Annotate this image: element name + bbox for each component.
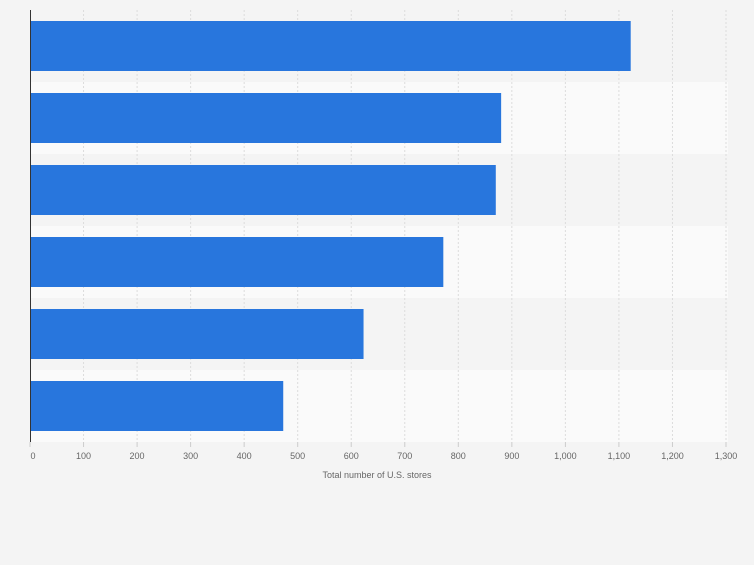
x-tick-label: 500 — [290, 451, 305, 461]
x-tick-label: 1,100 — [608, 451, 631, 461]
x-tick-label: 1,300 — [715, 451, 738, 461]
grid-lines — [83, 10, 727, 442]
x-tick-label: 600 — [344, 451, 359, 461]
x-tick-label: 100 — [76, 451, 91, 461]
x-tick-label: 400 — [237, 451, 252, 461]
x-tick-label: 300 — [183, 451, 198, 461]
bar[interactable] — [30, 381, 284, 431]
x-tick-label: 900 — [504, 451, 519, 461]
x-axis-label: Total number of U.S. stores — [322, 470, 432, 480]
x-tick-label: 700 — [397, 451, 412, 461]
bar[interactable] — [30, 237, 444, 287]
bar[interactable] — [30, 21, 631, 71]
bars-group — [30, 21, 631, 431]
bar[interactable] — [30, 165, 496, 215]
x-tick-labels: 0 100 200 300 400 500 600 700 800 900 1,000 1,100 1,… — [30, 451, 737, 461]
bar[interactable] — [30, 93, 502, 143]
x-tick-label: 200 — [130, 451, 145, 461]
axes-group — [29, 10, 727, 447]
x-tick-label: 1,200 — [661, 451, 684, 461]
x-tick-label: 800 — [451, 451, 466, 461]
x-tick-label: 0 — [30, 451, 35, 461]
x-tick-label: 1,000 — [554, 451, 577, 461]
row-bands — [30, 10, 728, 442]
bar[interactable] — [30, 309, 364, 359]
